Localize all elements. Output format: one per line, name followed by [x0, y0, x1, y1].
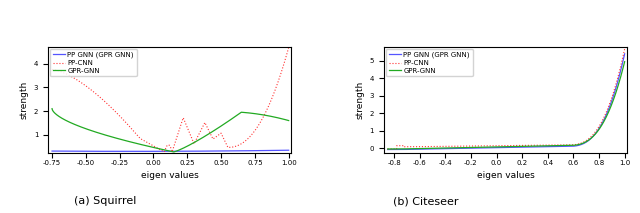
PP-CNN [621, 48, 628, 50]
PP-CNN [285, 46, 292, 49]
PP GNN (GPR GNN) [285, 149, 292, 151]
Line: PP-CNN: PP-CNN [52, 47, 289, 152]
PP-CNN [161, 151, 168, 153]
PP-CNN [425, 145, 433, 148]
Line: PP GNN (GPR GNN): PP GNN (GPR GNN) [388, 54, 625, 150]
PP GNN (GPR GNN) [475, 147, 483, 149]
PP GNN (GPR GNN) [411, 148, 419, 151]
Text: (b) Citeseer: (b) Citeseer [393, 196, 458, 206]
PP GNN (GPR GNN) [621, 53, 628, 55]
PP GNN (GPR GNN) [139, 150, 147, 153]
PP-CNN [89, 90, 97, 93]
GPR-GNN [616, 78, 624, 81]
GPR-GNN [285, 119, 292, 122]
GPR-GNN [591, 134, 598, 136]
GPR-GNN [280, 118, 288, 121]
PP GNN (GPR GNN) [425, 148, 433, 150]
PP-CNN [475, 145, 483, 147]
GPR-GNN [485, 146, 493, 148]
PP GNN (GPR GNN) [591, 134, 598, 136]
Text: (a) Squirrel: (a) Squirrel [74, 196, 137, 206]
X-axis label: eigen values: eigen values [141, 171, 198, 180]
PP GNN (GPR GNN) [149, 150, 157, 153]
PP GNN (GPR GNN) [485, 147, 493, 149]
PP GNN (GPR GNN) [280, 149, 288, 152]
PP-CNN [149, 144, 157, 147]
PP-CNN [591, 132, 598, 134]
PP-CNN [48, 68, 56, 71]
Y-axis label: strength: strength [355, 81, 364, 119]
GPR-GNN [255, 113, 262, 115]
GPR-GNN [149, 146, 157, 149]
GPR-GNN [411, 147, 419, 150]
Line: PP-CNN: PP-CNN [388, 49, 625, 149]
PP GNN (GPR GNN) [75, 150, 83, 153]
PP GNN (GPR GNN) [89, 150, 97, 153]
GPR-GNN [384, 148, 392, 150]
PP-CNN [485, 145, 493, 147]
PP GNN (GPR GNN) [48, 150, 56, 152]
GPR-GNN [139, 144, 147, 146]
GPR-GNN [170, 151, 177, 153]
PP-CNN [255, 124, 262, 126]
Y-axis label: strength: strength [19, 81, 28, 119]
PP-CNN [280, 62, 288, 65]
GPR-GNN [89, 130, 97, 132]
PP GNN (GPR GNN) [384, 148, 392, 151]
PP-CNN [411, 145, 419, 148]
GPR-GNN [75, 125, 83, 127]
PP-CNN [384, 148, 392, 150]
GPR-GNN [621, 60, 628, 63]
PP-CNN [616, 68, 624, 71]
PP GNN (GPR GNN) [127, 150, 135, 153]
PP GNN (GPR GNN) [255, 149, 262, 152]
PP-CNN [75, 80, 83, 82]
GPR-GNN [475, 146, 483, 149]
Line: GPR-GNN: GPR-GNN [52, 109, 289, 152]
PP GNN (GPR GNN) [616, 72, 624, 75]
X-axis label: eigen values: eigen values [477, 171, 534, 180]
GPR-GNN [425, 147, 433, 150]
Line: PP GNN (GPR GNN): PP GNN (GPR GNN) [52, 150, 289, 151]
PP-CNN [139, 139, 147, 141]
Legend: PP GNN (GPR GNN), PP-CNN, GPR-GNN: PP GNN (GPR GNN), PP-CNN, GPR-GNN [50, 49, 137, 76]
Legend: PP GNN (GPR GNN), PP-CNN, GPR-GNN: PP GNN (GPR GNN), PP-CNN, GPR-GNN [386, 49, 472, 76]
Line: GPR-GNN: GPR-GNN [388, 62, 625, 149]
GPR-GNN [48, 107, 56, 110]
